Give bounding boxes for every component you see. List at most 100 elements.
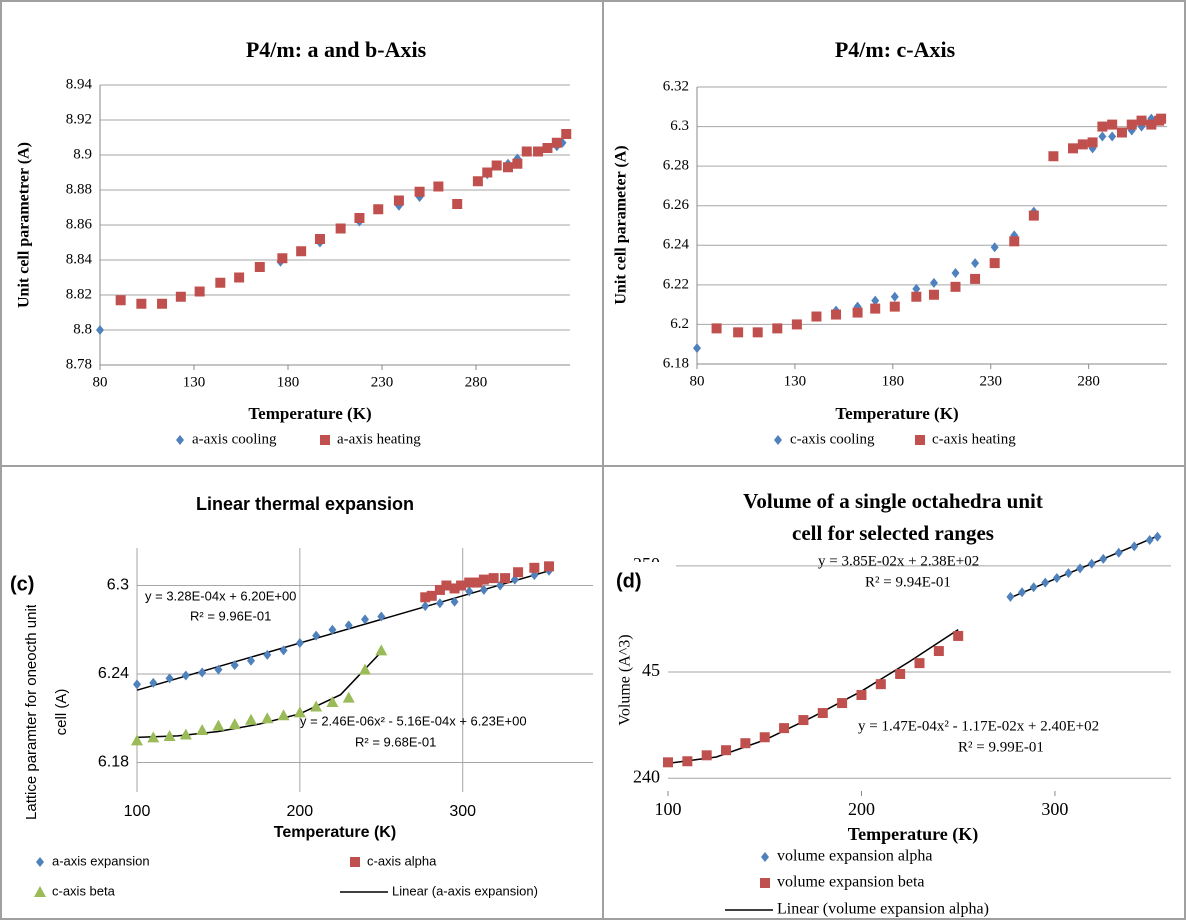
marker-square: [488, 573, 499, 584]
legend-label: c-axis beta: [52, 883, 116, 898]
y-tick-label: 8.94: [66, 76, 93, 92]
marker-square: [456, 580, 467, 591]
marker-square: [740, 738, 751, 749]
marker-square: [1146, 119, 1157, 130]
marker-square: [1136, 115, 1147, 126]
marker-diamond: [971, 258, 980, 269]
marker-square: [811, 311, 822, 322]
marker-square: [502, 162, 513, 173]
marker-diamond: [1041, 577, 1050, 588]
marker-square: [426, 590, 437, 601]
x-tick-label: 80: [93, 374, 108, 390]
marker-square: [870, 303, 881, 314]
marker-square: [1028, 210, 1039, 221]
legend-marker: [760, 878, 770, 888]
marker-triangle: [131, 734, 143, 746]
marker-square: [928, 289, 939, 300]
marker-square: [373, 204, 384, 215]
marker-triangle: [163, 729, 176, 741]
marker-square: [472, 176, 483, 187]
y-tick-label: 8.9: [73, 146, 92, 162]
marker-diamond: [1098, 131, 1107, 142]
marker-square: [663, 757, 673, 768]
y-tick-label: 6.18: [98, 754, 129, 771]
marker-diamond: [1006, 591, 1015, 602]
trendline: [136, 570, 550, 691]
x-tick-label: 280: [465, 374, 488, 390]
x-tick-label: 100: [124, 803, 151, 820]
y-tick-label: 6.2: [670, 316, 689, 332]
marker-square: [491, 160, 502, 171]
y-tick-label: 6.3: [670, 118, 689, 134]
marker-triangle: [277, 709, 290, 721]
legend-marker: [176, 435, 184, 445]
legend-label: a-axis expansion: [52, 853, 150, 868]
marker-square: [335, 223, 346, 234]
marker-square: [314, 234, 325, 244]
marker-square: [889, 301, 900, 312]
legend-label: a-axis heating: [337, 431, 421, 447]
chart-title: Volume of a single octahedra unit: [743, 489, 1043, 513]
marker-diamond: [344, 620, 353, 631]
marker-diamond: [214, 664, 223, 675]
marker-diamond: [1099, 553, 1108, 564]
legend-marker: [761, 852, 769, 862]
marker-square: [1077, 139, 1088, 150]
marker-square: [1116, 127, 1127, 138]
marker-diamond: [247, 655, 255, 666]
x-tick-label: 180: [277, 374, 300, 390]
marker-diamond: [1145, 534, 1154, 545]
legend-label: volume expansion beta: [777, 874, 925, 891]
marker-square: [393, 195, 404, 206]
marker-square: [682, 756, 693, 767]
x-axis-title: Temperature (K): [248, 404, 371, 423]
y-axis-title: Lattice paramter for oneocth unit: [23, 603, 40, 820]
marker-diamond: [295, 638, 304, 649]
annotation: R² = 9.99E-01: [958, 739, 1044, 755]
marker-diamond: [1153, 531, 1162, 542]
legend-marker: [774, 435, 782, 445]
marker-square: [175, 291, 186, 302]
trendline: [667, 628, 959, 765]
y-axis-title: cell (A): [53, 689, 70, 736]
marker-diamond: [1114, 547, 1123, 558]
x-tick-label: 180: [882, 373, 905, 389]
legend-marker: [34, 886, 46, 897]
marker-square: [157, 298, 168, 309]
legend-label: c-axis heating: [932, 431, 1016, 447]
marker-square: [434, 584, 445, 595]
marker-diamond: [990, 242, 999, 253]
chart-title: Linear thermal expansion: [196, 494, 414, 514]
y-axis-title: Unit cell parameter (A): [613, 145, 630, 304]
y-tick-label: 6.32: [663, 78, 689, 94]
marker-diamond: [96, 325, 104, 335]
y-tick-label: 6.24: [663, 237, 690, 253]
marker-triangle: [261, 712, 274, 724]
legend-marker: [320, 435, 330, 445]
x-tick-label: 100: [655, 799, 682, 819]
y-tick-label: 8.82: [66, 286, 92, 302]
marker-square: [989, 258, 1000, 269]
legend-marker: [915, 435, 925, 445]
marker-diamond: [133, 679, 141, 690]
annotation: R² = 9.96E-01: [190, 608, 271, 623]
marker-triangle: [293, 706, 306, 718]
marker-square: [512, 158, 523, 169]
marker-diamond: [421, 601, 430, 612]
marker-square: [837, 698, 848, 709]
x-tick-label: 230: [371, 374, 394, 390]
x-axis-title: Temperature (K): [274, 824, 396, 841]
marker-diamond: [328, 624, 337, 635]
y-tick-label: 6.3: [107, 577, 129, 594]
marker-square: [721, 745, 732, 756]
chart-title: P4/m: c-Axis: [835, 37, 956, 62]
marker-diamond: [693, 343, 701, 354]
marker-square: [1068, 143, 1078, 154]
x-tick-label: 200: [287, 803, 314, 820]
marker-diamond: [435, 598, 444, 609]
marker-square: [433, 181, 444, 192]
legend-label: volume expansion alpha: [777, 848, 933, 865]
marker-diamond: [1052, 572, 1061, 583]
panel-label-box: [4, 565, 62, 605]
marker-square: [1009, 236, 1020, 247]
